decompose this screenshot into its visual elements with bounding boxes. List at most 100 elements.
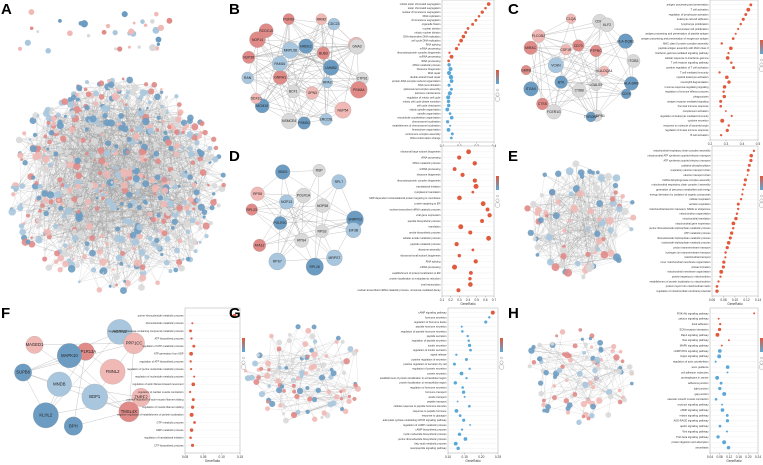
network-node [548,57,564,73]
network-node [323,59,339,76]
network-node [57,119,63,125]
term-dot [717,317,720,320]
term-label: protein-DNA complex subunit organization [392,79,441,83]
network-edge [596,60,634,116]
term-label: protein localization to extracellular re… [399,381,447,385]
network-node [258,23,274,38]
network-node [290,411,298,419]
node-label: PPP1R13A [75,349,96,354]
network-node [275,378,282,384]
network-edge [576,188,578,264]
network-node [295,324,301,330]
network-edge [45,233,123,254]
network-node [559,329,566,335]
network-node [183,220,191,228]
network-node [535,253,540,257]
network-node [43,134,48,139]
network-node [554,75,568,89]
term-label: ncRNA processing [419,55,441,59]
network-node [53,151,59,157]
term-dot [456,288,461,293]
term-dot [468,367,471,370]
network-node [123,279,127,283]
term-dot [721,265,725,269]
network-node [280,384,285,389]
network-node [315,387,321,393]
network-node [346,398,352,405]
network-node [99,269,104,274]
network-node [139,274,147,282]
network-edge [552,176,583,193]
network-edge [192,172,204,221]
network-node [112,284,116,289]
network-node [112,268,115,271]
network-edge [309,341,343,400]
network-node [131,216,135,220]
term-label: aerobic respiration [689,202,711,206]
network-node [93,158,97,162]
network-edge [44,129,73,157]
term-label: protein targeting to ER [415,202,441,206]
network-edge [552,192,633,203]
term-dot [729,46,733,51]
term-dot [464,357,468,361]
term-label: Ras signaling pathway [683,338,710,342]
network-node [165,139,172,146]
network-node [141,195,146,200]
term-label: establishment of chromosome localization [392,124,441,128]
network-node [57,267,63,273]
network-node [158,228,163,234]
network-edge [125,128,200,152]
network-edge [549,229,588,238]
term-label: GMP metabolic process [156,428,184,432]
network-edge [596,369,620,379]
network-edge [100,150,104,263]
network-edge [266,30,324,54]
network-node [133,132,140,140]
term-dot [722,94,727,99]
network-edge [289,334,327,357]
tick-label: 0.10 [219,455,225,459]
network-node [186,118,193,125]
network-node [63,183,69,189]
network-node [198,226,203,231]
network-edge [314,170,320,267]
network-node [616,205,623,213]
network-edge [582,176,600,204]
network-edge [57,80,110,195]
network-node [195,198,201,203]
term-dot [721,403,724,406]
panel-c: C CD70CDH9KLF2PTPRCHLA-DQB1ITGB2HLA-DQA1… [508,0,763,150]
network-node [580,400,588,408]
network-edge [336,341,350,397]
network-node [100,127,104,132]
network-edge [21,104,180,227]
network-edge [257,193,323,232]
term-dot [725,430,729,433]
term-dot [490,310,495,315]
network-node [57,177,63,183]
network-node [152,26,160,34]
network-edge [568,171,570,254]
network-node [570,204,579,213]
node-label: FCER1G [547,110,561,114]
network-edge [77,87,120,126]
term-dot [458,224,464,230]
network-node [331,174,347,190]
network-node [61,213,67,219]
network-node [57,343,82,368]
network-node [64,207,73,216]
term-label: microtubule cytoskeleton organization [397,116,441,120]
term-label: Rap1 signaling pathway [681,333,709,337]
network-node [100,133,104,137]
term-dot [447,91,452,96]
network-node [107,222,113,228]
network-node [150,217,156,223]
term-dot [453,441,458,446]
network-node [118,401,140,422]
network-node [620,359,625,364]
term-dot [462,418,466,422]
network-edge [293,19,322,92]
term-dot [452,362,456,366]
network-edge [19,153,22,227]
